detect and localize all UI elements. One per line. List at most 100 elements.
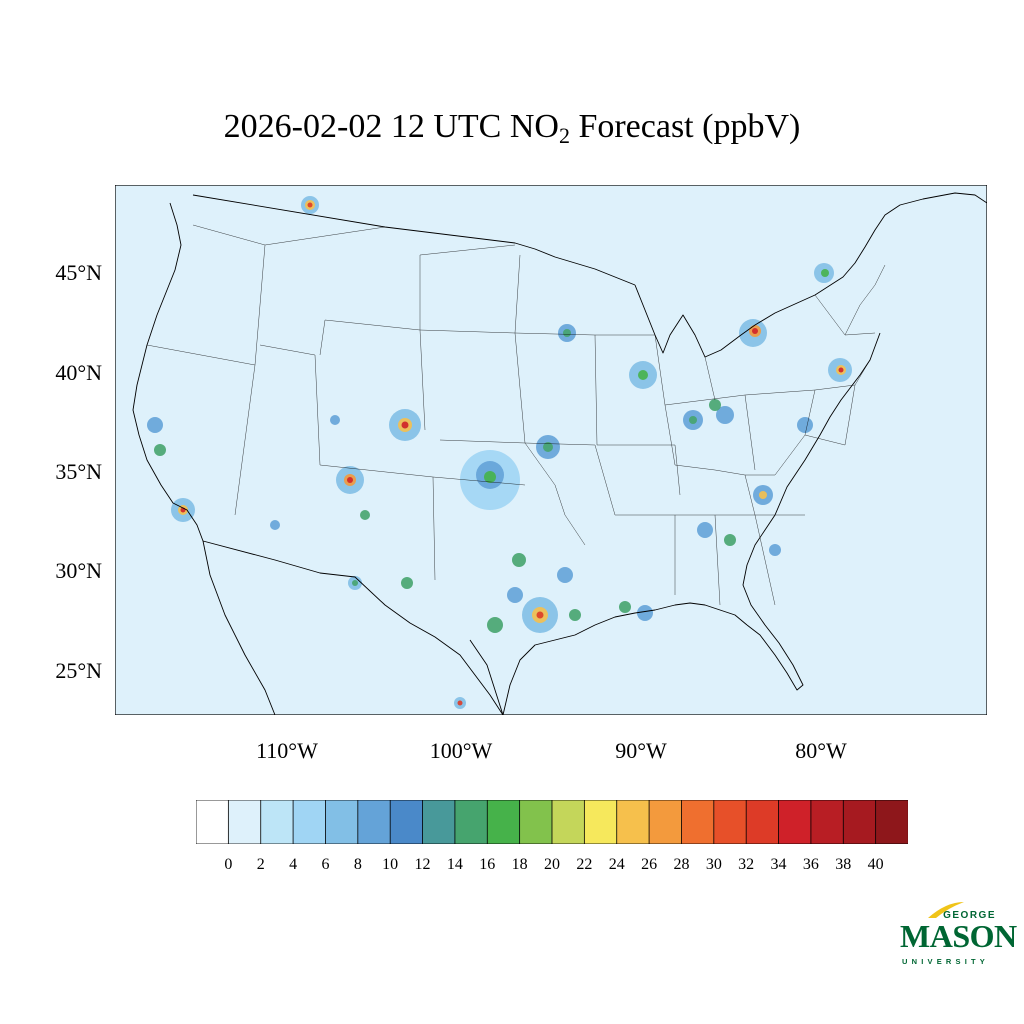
concentration-spot	[716, 406, 734, 424]
colorbar-swatch	[519, 800, 553, 844]
concentration-spot	[838, 367, 844, 373]
lon-label-90: 90°W	[615, 738, 667, 763]
concentration-spot	[752, 328, 758, 334]
concentration-spot	[769, 544, 781, 556]
colorbar-swatch	[551, 800, 586, 844]
concentration-spot	[689, 416, 697, 424]
colorbar-swatch	[616, 800, 650, 844]
concentration-spot	[709, 399, 721, 411]
mexico-gulf-coast	[469, 639, 504, 715]
concentration-spot	[484, 471, 496, 483]
colorbar-tick-label: 24	[608, 856, 625, 873]
concentration-spot	[507, 587, 523, 603]
concentration-spot	[569, 609, 581, 621]
colorbar-tick-label: 38	[835, 856, 852, 873]
mexico-border	[202, 540, 504, 715]
great-lakes-outline	[634, 192, 987, 358]
colorbar-tick-label: 2	[256, 856, 265, 873]
lon-label-110: 110°W	[256, 738, 318, 763]
colorbar-tick-label: 20	[544, 856, 560, 873]
concentration-spot	[543, 442, 553, 452]
lat-label-45: 45°N	[55, 260, 102, 285]
colorbar-swatch	[486, 800, 521, 844]
colorbar-swatch	[422, 800, 456, 844]
colorbar-tick-label: 40	[867, 856, 884, 873]
concentration-spot	[557, 567, 573, 583]
lat-label-35: 35°N	[55, 459, 102, 484]
colorbar-swatch	[292, 800, 327, 844]
gulf-coast-outline	[502, 602, 748, 715]
colorbar-tick-label: 22	[576, 856, 593, 873]
colorbar-tick-label: 12	[414, 856, 431, 873]
colorbar-swatch	[583, 800, 618, 844]
concentration-spot	[797, 417, 813, 433]
concentration-spot	[619, 601, 631, 613]
west-coast-outline	[132, 202, 204, 542]
colorbar	[196, 800, 908, 844]
colorbar-swatch	[745, 800, 780, 844]
lat-label-30: 30°N	[55, 558, 102, 583]
concentration-spot	[401, 421, 409, 429]
colorbar-tick-label: 34	[770, 856, 787, 873]
no2-concentration-field	[147, 196, 852, 709]
colorbar-tick-label: 14	[446, 856, 463, 873]
colorbar-labels: 0 2 4 6 8 10 12 14 16 18 20 22 24 26 28 30 32 34 36 38 40	[196, 856, 908, 876]
lon-label-100: 100°W	[429, 738, 493, 763]
concentration-spot	[638, 370, 648, 380]
concentration-spot	[536, 611, 544, 619]
concentration-spot	[637, 605, 653, 621]
colorbar-swatch	[648, 800, 683, 844]
baja-outline	[202, 540, 276, 715]
concentration-spot	[401, 577, 413, 589]
concentration-spot	[563, 329, 571, 337]
colorbar-swatch	[227, 800, 262, 844]
lat-label-40: 40°N	[55, 360, 102, 385]
colorbar-swatch	[389, 800, 424, 844]
colorbar-tick-label: 18	[511, 856, 528, 873]
concentration-spot	[352, 580, 358, 586]
concentration-spot	[270, 520, 280, 530]
concentration-spot	[512, 553, 526, 567]
colorbar-swatch	[260, 800, 294, 844]
colorbar-tick-label: 6	[321, 856, 330, 873]
concentration-spot	[724, 534, 736, 546]
concentration-spot	[759, 491, 767, 499]
gmu-logo: GEORGE MASON UNIVERSITY	[898, 900, 1017, 970]
concentration-spot	[330, 415, 340, 425]
map-title: 2026-02-02 12 UTC NO2 Forecast (ppbV)	[223, 108, 801, 148]
colorbar-tick-label: 10	[382, 856, 399, 873]
lat-label-25: 25°N	[55, 658, 102, 683]
colorbar-swatch	[454, 800, 488, 844]
concentration-spot	[697, 522, 713, 538]
concentration-spot	[154, 444, 166, 456]
logo-swoosh-icon	[928, 902, 964, 918]
colorbar-tick-label: 4	[289, 856, 298, 873]
concentration-spot	[347, 477, 353, 483]
concentration-spot	[487, 617, 503, 633]
colorbar-swatch	[842, 800, 877, 844]
concentration-spot	[821, 269, 829, 277]
east-coast-outline	[742, 332, 881, 691]
colorbar-tick-label: 28	[673, 856, 690, 873]
colorbar-swatch	[713, 800, 747, 844]
concentration-spot	[457, 700, 463, 706]
colorbar-swatch	[778, 800, 812, 844]
colorbar-swatch	[196, 800, 230, 844]
concentration-spot	[147, 417, 163, 433]
colorbar-tick-label: 36	[802, 856, 819, 873]
colorbar-tick-label: 8	[353, 856, 362, 873]
colorbar-tick-label: 0	[224, 856, 233, 873]
colorbar-swatch	[681, 800, 715, 844]
no2-forecast-map	[115, 185, 987, 715]
colorbar-swatch	[875, 800, 908, 844]
colorbar-swatch	[810, 800, 844, 844]
colorbar-swatch	[325, 800, 359, 844]
colorbar-tick-label: 32	[738, 856, 755, 873]
colorbar-swatch	[357, 800, 391, 844]
lon-label-80: 80°W	[795, 738, 847, 763]
concentration-spot	[360, 510, 370, 520]
concentration-spot	[307, 202, 313, 208]
colorbar-tick-label: 30	[705, 856, 722, 873]
colorbar-tick-label: 26	[641, 856, 658, 873]
colorbar-tick-label: 16	[479, 856, 496, 873]
